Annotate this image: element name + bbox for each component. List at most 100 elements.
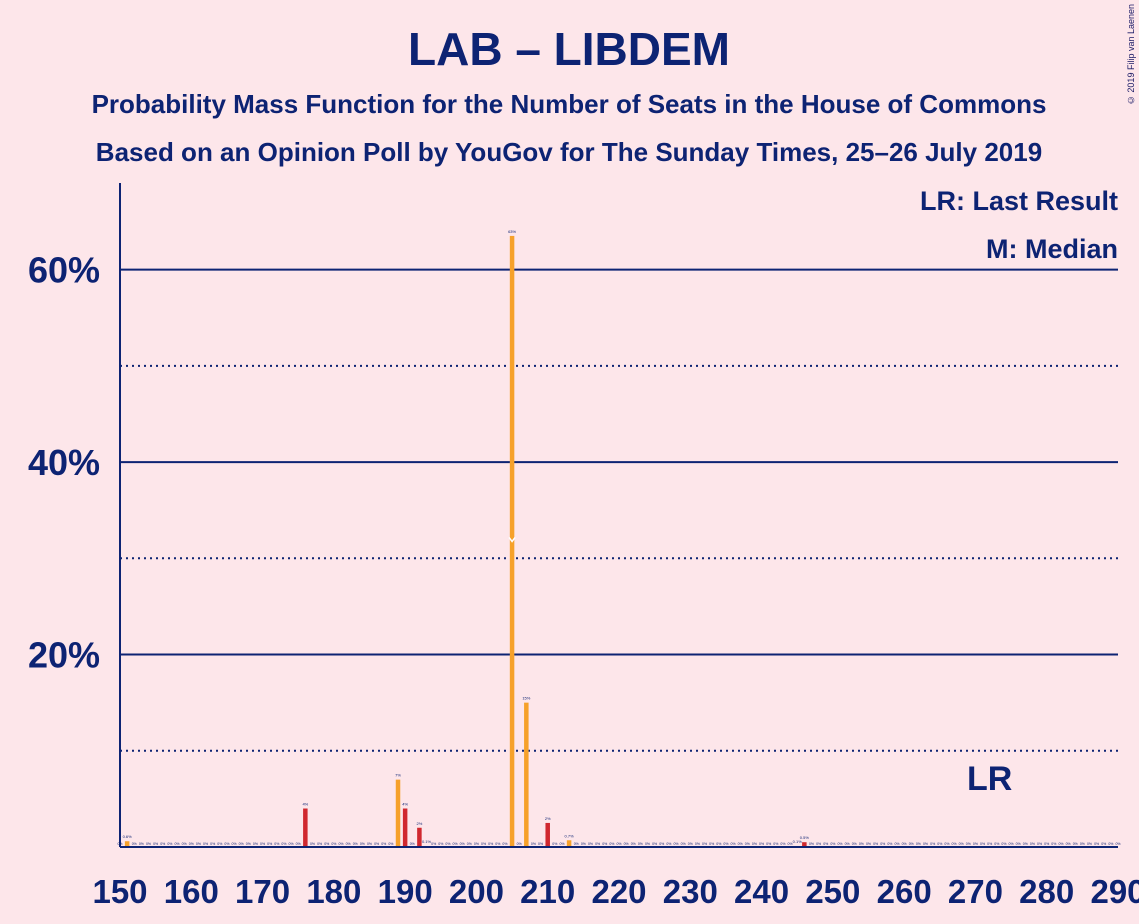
y-tick-label: 20% — [28, 635, 100, 676]
x-tick-label: 150 — [92, 873, 147, 910]
x-tick-label: 190 — [378, 873, 433, 910]
zero-label: 0% — [1051, 842, 1056, 846]
zero-label: 0% — [1101, 842, 1106, 846]
zero-label: 0% — [388, 842, 393, 846]
zero-label: 0% — [845, 842, 850, 846]
bar-seat-210 — [545, 822, 550, 847]
zero-label: 0% — [531, 842, 536, 846]
x-tick-label: 260 — [877, 873, 932, 910]
bar-label: 0.5% — [800, 835, 810, 840]
zero-label: 0% — [1087, 842, 1092, 846]
bar-label: 4% — [302, 802, 308, 807]
zero-label: 0% — [1009, 842, 1014, 846]
zero-label: 0% — [139, 842, 144, 846]
zero-label: 0% — [1058, 842, 1063, 846]
bar-label: 0.6% — [123, 834, 133, 839]
zero-label: 0% — [174, 842, 179, 846]
zero-label: 0% — [1066, 842, 1071, 846]
zero-label: 0% — [253, 842, 258, 846]
zero-label: 0% — [445, 842, 450, 846]
zero-label: 0% — [239, 842, 244, 846]
zero-label: 0% — [1108, 842, 1113, 846]
bar-seat-192 — [417, 827, 422, 847]
zero-label: 0% — [666, 842, 671, 846]
zero-label: 0% — [673, 842, 678, 846]
zero-label: 0% — [659, 842, 664, 846]
zero-label: 0% — [980, 842, 985, 846]
zero-label: 0% — [916, 842, 921, 846]
zero-label: 0% — [994, 842, 999, 846]
zero-label: 0% — [773, 842, 778, 846]
zero-label: 0% — [574, 842, 579, 846]
zero-label: 0% — [1080, 842, 1085, 846]
zero-label: 0% — [353, 842, 358, 846]
zero-label: 0% — [210, 842, 215, 846]
zero-label: 0% — [474, 842, 479, 846]
zero-label: 0% — [460, 842, 465, 846]
bar-seat-207 — [524, 702, 529, 847]
bar-label: 15% — [522, 696, 530, 701]
zero-label: 0% — [324, 842, 329, 846]
bar-label: 63% — [508, 229, 516, 234]
x-tick-label: 230 — [663, 873, 718, 910]
zero-label: 0% — [331, 842, 336, 846]
zero-label: 0% — [709, 842, 714, 846]
zero-label: 0% — [289, 842, 294, 846]
zero-label: 0% — [902, 842, 907, 846]
legend-median: M: Median — [986, 234, 1118, 264]
zero-label: 0% — [1030, 842, 1035, 846]
zero-label: 0% — [959, 842, 964, 846]
zero-label: 0% — [1094, 842, 1099, 846]
zero-label: 0% — [937, 842, 942, 846]
zero-label: 0% — [346, 842, 351, 846]
zero-label: 0% — [966, 842, 971, 846]
bar-label: 0.7% — [565, 833, 575, 838]
zero-label: 0% — [1023, 842, 1028, 846]
zero-label: 0% — [338, 842, 343, 846]
zero-label: 0% — [1016, 842, 1021, 846]
zero-label: 0% — [267, 842, 272, 846]
zero-label: 0% — [132, 842, 137, 846]
zero-label: 0% — [745, 842, 750, 846]
zero-label: 0% — [944, 842, 949, 846]
zero-label: 0% — [1073, 842, 1078, 846]
zero-label: 0% — [381, 842, 386, 846]
x-tick-label: 240 — [734, 873, 789, 910]
zero-label: 0% — [738, 842, 743, 846]
bar-label: 4% — [402, 802, 408, 807]
zero-label: 0% — [624, 842, 629, 846]
zero-label: 0% — [973, 842, 978, 846]
zero-label: 0% — [467, 842, 472, 846]
x-tick-label: 170 — [235, 873, 290, 910]
zero-label: 0% — [1115, 842, 1120, 846]
zero-label: 0% — [1037, 842, 1042, 846]
chart-subtitle-2: Based on an Opinion Poll by YouGov for T… — [96, 137, 1042, 167]
zero-label: 0% — [923, 842, 928, 846]
zero-label: 0% — [909, 842, 914, 846]
x-tick-label: 250 — [805, 873, 860, 910]
zero-label: 0% — [581, 842, 586, 846]
zero-label: 0% — [652, 842, 657, 846]
bar-label: 0.1% — [793, 839, 803, 844]
zero-label: 0% — [852, 842, 857, 846]
zero-label: 0% — [310, 842, 315, 846]
zero-label: 0% — [502, 842, 507, 846]
zero-label: 0% — [538, 842, 543, 846]
x-tick-label: 200 — [449, 873, 504, 910]
zero-label: 0% — [873, 842, 878, 846]
zero-label: 0% — [930, 842, 935, 846]
zero-label: 0% — [246, 842, 251, 846]
zero-label: 0% — [232, 842, 237, 846]
zero-label: 0% — [481, 842, 486, 846]
zero-label: 0% — [702, 842, 707, 846]
y-tick-label: 40% — [28, 442, 100, 483]
zero-label: 0% — [752, 842, 757, 846]
zero-label: 0% — [645, 842, 650, 846]
zero-label: 0% — [552, 842, 557, 846]
zero-label: 0% — [182, 842, 187, 846]
zero-label: 0% — [723, 842, 728, 846]
x-tick-label: 210 — [520, 873, 575, 910]
zero-label: 0% — [816, 842, 821, 846]
zero-label: 0% — [1044, 842, 1049, 846]
bar-label: 2% — [545, 816, 551, 821]
